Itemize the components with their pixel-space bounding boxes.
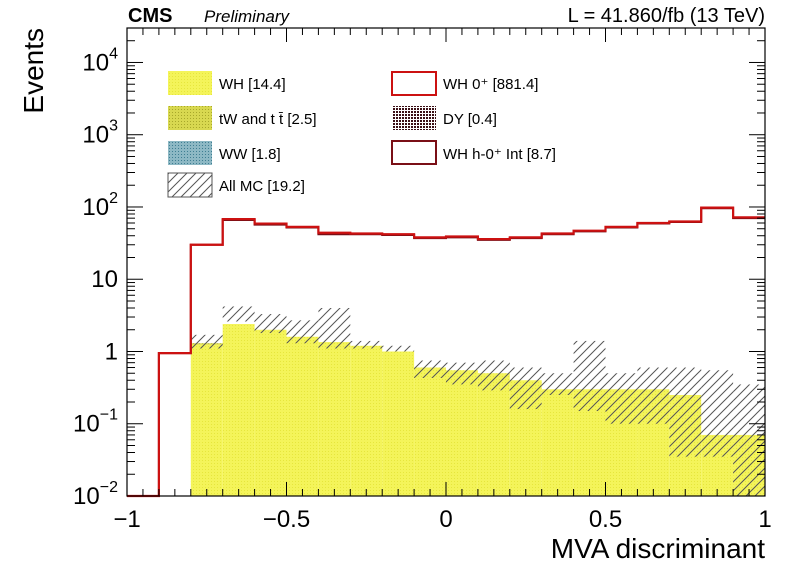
x-tick-label: 0.5 bbox=[589, 506, 622, 533]
bar-wh-bin-4 bbox=[254, 329, 287, 496]
bar-wh-bin-3 bbox=[222, 324, 255, 496]
stack-bars bbox=[190, 324, 765, 496]
legend-entry-ww: WW [1.8] bbox=[168, 141, 281, 165]
line-wh-0plus bbox=[127, 206, 765, 498]
x-axis-title: MVA discriminant bbox=[551, 533, 765, 564]
all-mc-band-bin-17 bbox=[669, 367, 702, 457]
legend-entry-wh-int: WH h-0⁺ Int [8.7] bbox=[391, 140, 556, 165]
bar-wh-bin-5 bbox=[286, 336, 319, 496]
y-tick-label: 102 bbox=[82, 190, 118, 221]
legend-entry-tw-ttbar: tW and t t̄ [2.5] bbox=[168, 106, 317, 130]
signal-lines bbox=[127, 206, 765, 498]
x-tick-labels: −1 −0.5 0 0.5 1 bbox=[113, 506, 771, 533]
legend-label-wh-int: WH h-0⁺ Int [8.7] bbox=[443, 146, 556, 163]
legend-entry-wh: WH [14.4] bbox=[168, 71, 286, 95]
all-mc-band-bin-4 bbox=[254, 314, 287, 334]
bar-wh-bin-11 bbox=[477, 373, 510, 496]
all-mc-band-bin-11 bbox=[477, 360, 510, 391]
all-mc-band-bin-6 bbox=[318, 307, 351, 349]
all-mc-band-bin-5 bbox=[286, 320, 319, 344]
all-mc-band-bin-13 bbox=[541, 373, 574, 395]
legend-entry-dy: DY [0.4] bbox=[392, 106, 497, 130]
legend-swatch-dy bbox=[392, 106, 436, 130]
x-tick-label: −1 bbox=[113, 506, 140, 533]
legend-label-ww: WW [1.8] bbox=[219, 146, 281, 163]
y-tick-labels: 10−2 10−1 1 10 102 103 104 bbox=[73, 45, 118, 510]
legend: WH [14.4] tW and t t̄ [2.5] WW [1.8] All… bbox=[167, 71, 556, 198]
experiment-label: CMS bbox=[128, 5, 172, 27]
legend-label-wh-0plus: WH 0⁺ [881.4] bbox=[443, 76, 538, 93]
legend-swatch-wh-0plus bbox=[391, 71, 437, 96]
y-tick-label: 10−2 bbox=[73, 479, 118, 510]
bar-wh-bin-6 bbox=[318, 342, 351, 496]
x-tick-label: 0 bbox=[439, 506, 452, 533]
all-mc-band-bin-14 bbox=[573, 340, 606, 412]
legend-label-dy: DY [0.4] bbox=[443, 111, 497, 128]
all-mc-band-bin-9 bbox=[414, 360, 446, 378]
legend-swatch-tw-ttbar bbox=[168, 106, 212, 130]
bar-wh-bin-7 bbox=[350, 345, 383, 496]
y-axis-title: Events bbox=[18, 28, 49, 114]
legend-label-tw-ttbar: tW and t t̄ [2.5] bbox=[219, 111, 317, 128]
legend-label-all-mc: All MC [19.2] bbox=[219, 178, 305, 195]
luminosity-label: L = 41.860/fb (13 TeV) bbox=[568, 5, 765, 27]
all-mc-band-bin-12 bbox=[509, 367, 542, 409]
all-mc-band-bin-16 bbox=[637, 367, 670, 424]
all-mc-band-bin-2 bbox=[190, 334, 223, 349]
all-mc-band-bin-10 bbox=[446, 362, 478, 385]
bar-wh-bin-8 bbox=[382, 351, 415, 496]
y-tick-label: 104 bbox=[82, 45, 118, 76]
bar-wh-bin-13 bbox=[541, 389, 574, 496]
bar-wh-bin-9 bbox=[414, 367, 446, 496]
all-mc-band-bin-3 bbox=[222, 306, 255, 322]
bar-wh-bin-2 bbox=[190, 344, 223, 496]
legend-entry-wh-0plus: WH 0⁺ [881.4] bbox=[391, 71, 538, 96]
axis-ticks bbox=[126, 27, 766, 497]
y-tick-label: 10 bbox=[91, 266, 118, 293]
legend-swatch-wh bbox=[168, 71, 212, 95]
all-mc-band-bin-18 bbox=[701, 370, 734, 457]
legend-entry-all-mc: All MC [19.2] bbox=[167, 172, 305, 198]
x-tick-label: 1 bbox=[758, 506, 771, 533]
y-tick-label: 1 bbox=[105, 338, 118, 365]
all-mc-band-bin-8 bbox=[382, 345, 415, 352]
legend-label-wh: WH [14.4] bbox=[219, 76, 286, 93]
y-tick-label: 103 bbox=[82, 118, 118, 149]
all-mc-uncertainty-bands bbox=[190, 306, 765, 496]
all-mc-band-bin-7 bbox=[350, 340, 383, 349]
legend-swatch-all-mc bbox=[167, 172, 213, 198]
bar-wh-bin-10 bbox=[446, 370, 478, 496]
legend-swatch-ww bbox=[168, 141, 212, 165]
y-tick-label: 10−1 bbox=[73, 407, 118, 438]
legend-swatch-wh-int bbox=[391, 140, 437, 165]
all-mc-band-bin-15 bbox=[605, 373, 638, 424]
x-tick-label: −0.5 bbox=[263, 506, 310, 533]
status-label: Preliminary bbox=[204, 7, 291, 26]
